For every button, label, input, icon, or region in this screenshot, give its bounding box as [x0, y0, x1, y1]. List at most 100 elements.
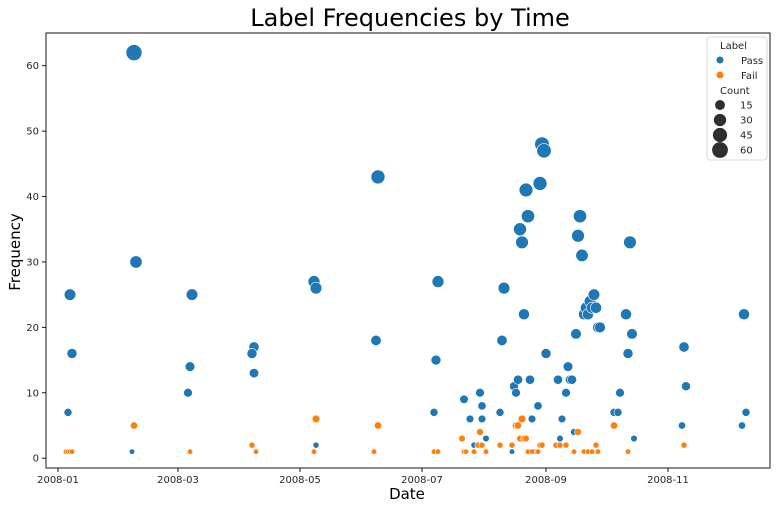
data-point-pass-35: [515, 235, 529, 250]
data-point-pass-53: [567, 374, 577, 385]
data-point-fail-22: [496, 441, 504, 449]
data-point-pass-75: [630, 434, 638, 443]
data-point-fail-39: [574, 428, 582, 436]
data-point-pass-19: [429, 408, 439, 417]
data-point-fail-23: [508, 441, 516, 449]
data-point-pass-5: [128, 448, 136, 455]
data-point-fail-6: [248, 441, 256, 449]
data-point-fail-20: [478, 441, 486, 449]
y-tick-label-0: 0: [33, 454, 39, 465]
data-point-pass-50: [561, 388, 571, 398]
y-tick-label-20: 20: [26, 323, 39, 334]
data-point-fail-19: [476, 428, 484, 436]
data-point-pass-30: [508, 448, 516, 455]
legend-label-fail: Fail: [741, 71, 758, 82]
legend-size-marker-15: [715, 100, 725, 110]
x-tick-label-2008-07: 2008-07: [401, 475, 443, 486]
legend-size-marker-60: [712, 142, 728, 158]
data-point-fail-46: [624, 448, 632, 455]
data-point-pass-43: [532, 176, 548, 191]
data-point-pass-10: [246, 348, 258, 359]
data-point-pass-55: [570, 328, 582, 340]
data-point-pass-73: [623, 235, 637, 250]
data-point-fail-42: [588, 448, 596, 455]
data-point-pass-58: [575, 248, 589, 262]
data-point-fail-7: [252, 448, 260, 455]
data-point-pass-38: [521, 209, 535, 224]
data-point-pass-24: [477, 414, 487, 424]
legend-label-pass: Pass: [741, 56, 763, 67]
data-point-fail-10: [370, 448, 378, 455]
data-point-fail-17: [470, 448, 478, 455]
data-point-fail-37: [562, 441, 570, 449]
data-point-pass-32: [511, 388, 521, 398]
chart-title: Label Frequencies by Time: [250, 4, 570, 32]
data-point-pass-57: [573, 209, 587, 224]
data-point-pass-47: [553, 374, 563, 385]
data-point-fail-16: [462, 448, 470, 455]
data-point-pass-56: [571, 229, 585, 243]
data-point-pass-4: [129, 255, 143, 269]
data-point-pass-37: [518, 182, 534, 198]
data-point-pass-1: [66, 348, 78, 359]
data-point-fail-3: [68, 448, 76, 455]
y-tick-label-10: 10: [26, 388, 39, 399]
data-point-pass-74: [626, 328, 638, 340]
data-point-pass-77: [681, 381, 691, 392]
x-tick-label-2008-05: 2008-05: [279, 475, 321, 486]
y-tick-label-50: 50: [26, 127, 39, 138]
legend-size-label-30: 30: [740, 116, 753, 127]
data-point-fail-29: [522, 434, 530, 443]
x-tick-label-2008-11: 2008-11: [647, 475, 689, 486]
data-point-pass-36: [518, 308, 530, 321]
data-point-pass-46: [540, 348, 552, 359]
x-tick-label-2008-03: 2008-03: [157, 475, 199, 486]
data-point-pass-20: [459, 394, 469, 404]
data-point-pass-51: [562, 361, 574, 372]
data-point-fail-25: [513, 421, 522, 430]
data-point-pass-33: [513, 374, 523, 385]
legend-size-label-60: 60: [740, 146, 753, 157]
data-point-pass-23: [475, 388, 485, 398]
x-tick-label-2008-01: 2008-01: [37, 475, 79, 486]
data-point-fail-38: [570, 448, 578, 455]
data-point-fail-21: [482, 448, 490, 455]
data-point-fail-11: [373, 421, 382, 430]
data-point-pass-29: [497, 281, 511, 295]
data-point-pass-76: [678, 341, 690, 353]
data-point-pass-27: [495, 408, 505, 417]
data-point-pass-72: [622, 348, 634, 359]
data-point-fail-27: [517, 414, 527, 424]
data-point-pass-40: [527, 414, 537, 424]
data-point-pass-11: [248, 368, 260, 379]
legend-size-label-45: 45: [740, 131, 753, 142]
data-point-pass-8: [183, 388, 193, 398]
data-point-fail-36: [556, 441, 564, 449]
data-point-pass-17: [431, 275, 445, 288]
data-point-pass-48: [556, 434, 564, 443]
data-point-pass-16: [370, 334, 382, 346]
data-point-pass-34: [513, 222, 527, 237]
legend-marker-fail: [716, 71, 724, 79]
data-point-fail-47: [680, 441, 688, 449]
data-point-pass-64: [587, 288, 601, 301]
data-point-pass-78: [677, 421, 686, 430]
data-point-fail-4: [130, 421, 139, 430]
legend-size-title: Count: [720, 86, 750, 97]
data-point-fail-14: [458, 434, 466, 443]
data-point-pass-13: [309, 281, 323, 295]
data-point-fail-32: [534, 448, 542, 455]
data-point-pass-14: [312, 441, 320, 449]
data-point-pass-67: [594, 321, 606, 334]
data-point-pass-70: [615, 388, 625, 398]
data-point-fail-13: [434, 448, 442, 455]
legend-marker-pass: [716, 56, 724, 64]
data-point-pass-7: [184, 361, 196, 372]
data-point-pass-28: [496, 334, 508, 346]
plot-area: [62, 44, 751, 455]
legend-size-marker-45: [712, 127, 728, 143]
data-point-pass-65: [590, 301, 602, 314]
data-point-pass-71: [620, 308, 632, 321]
